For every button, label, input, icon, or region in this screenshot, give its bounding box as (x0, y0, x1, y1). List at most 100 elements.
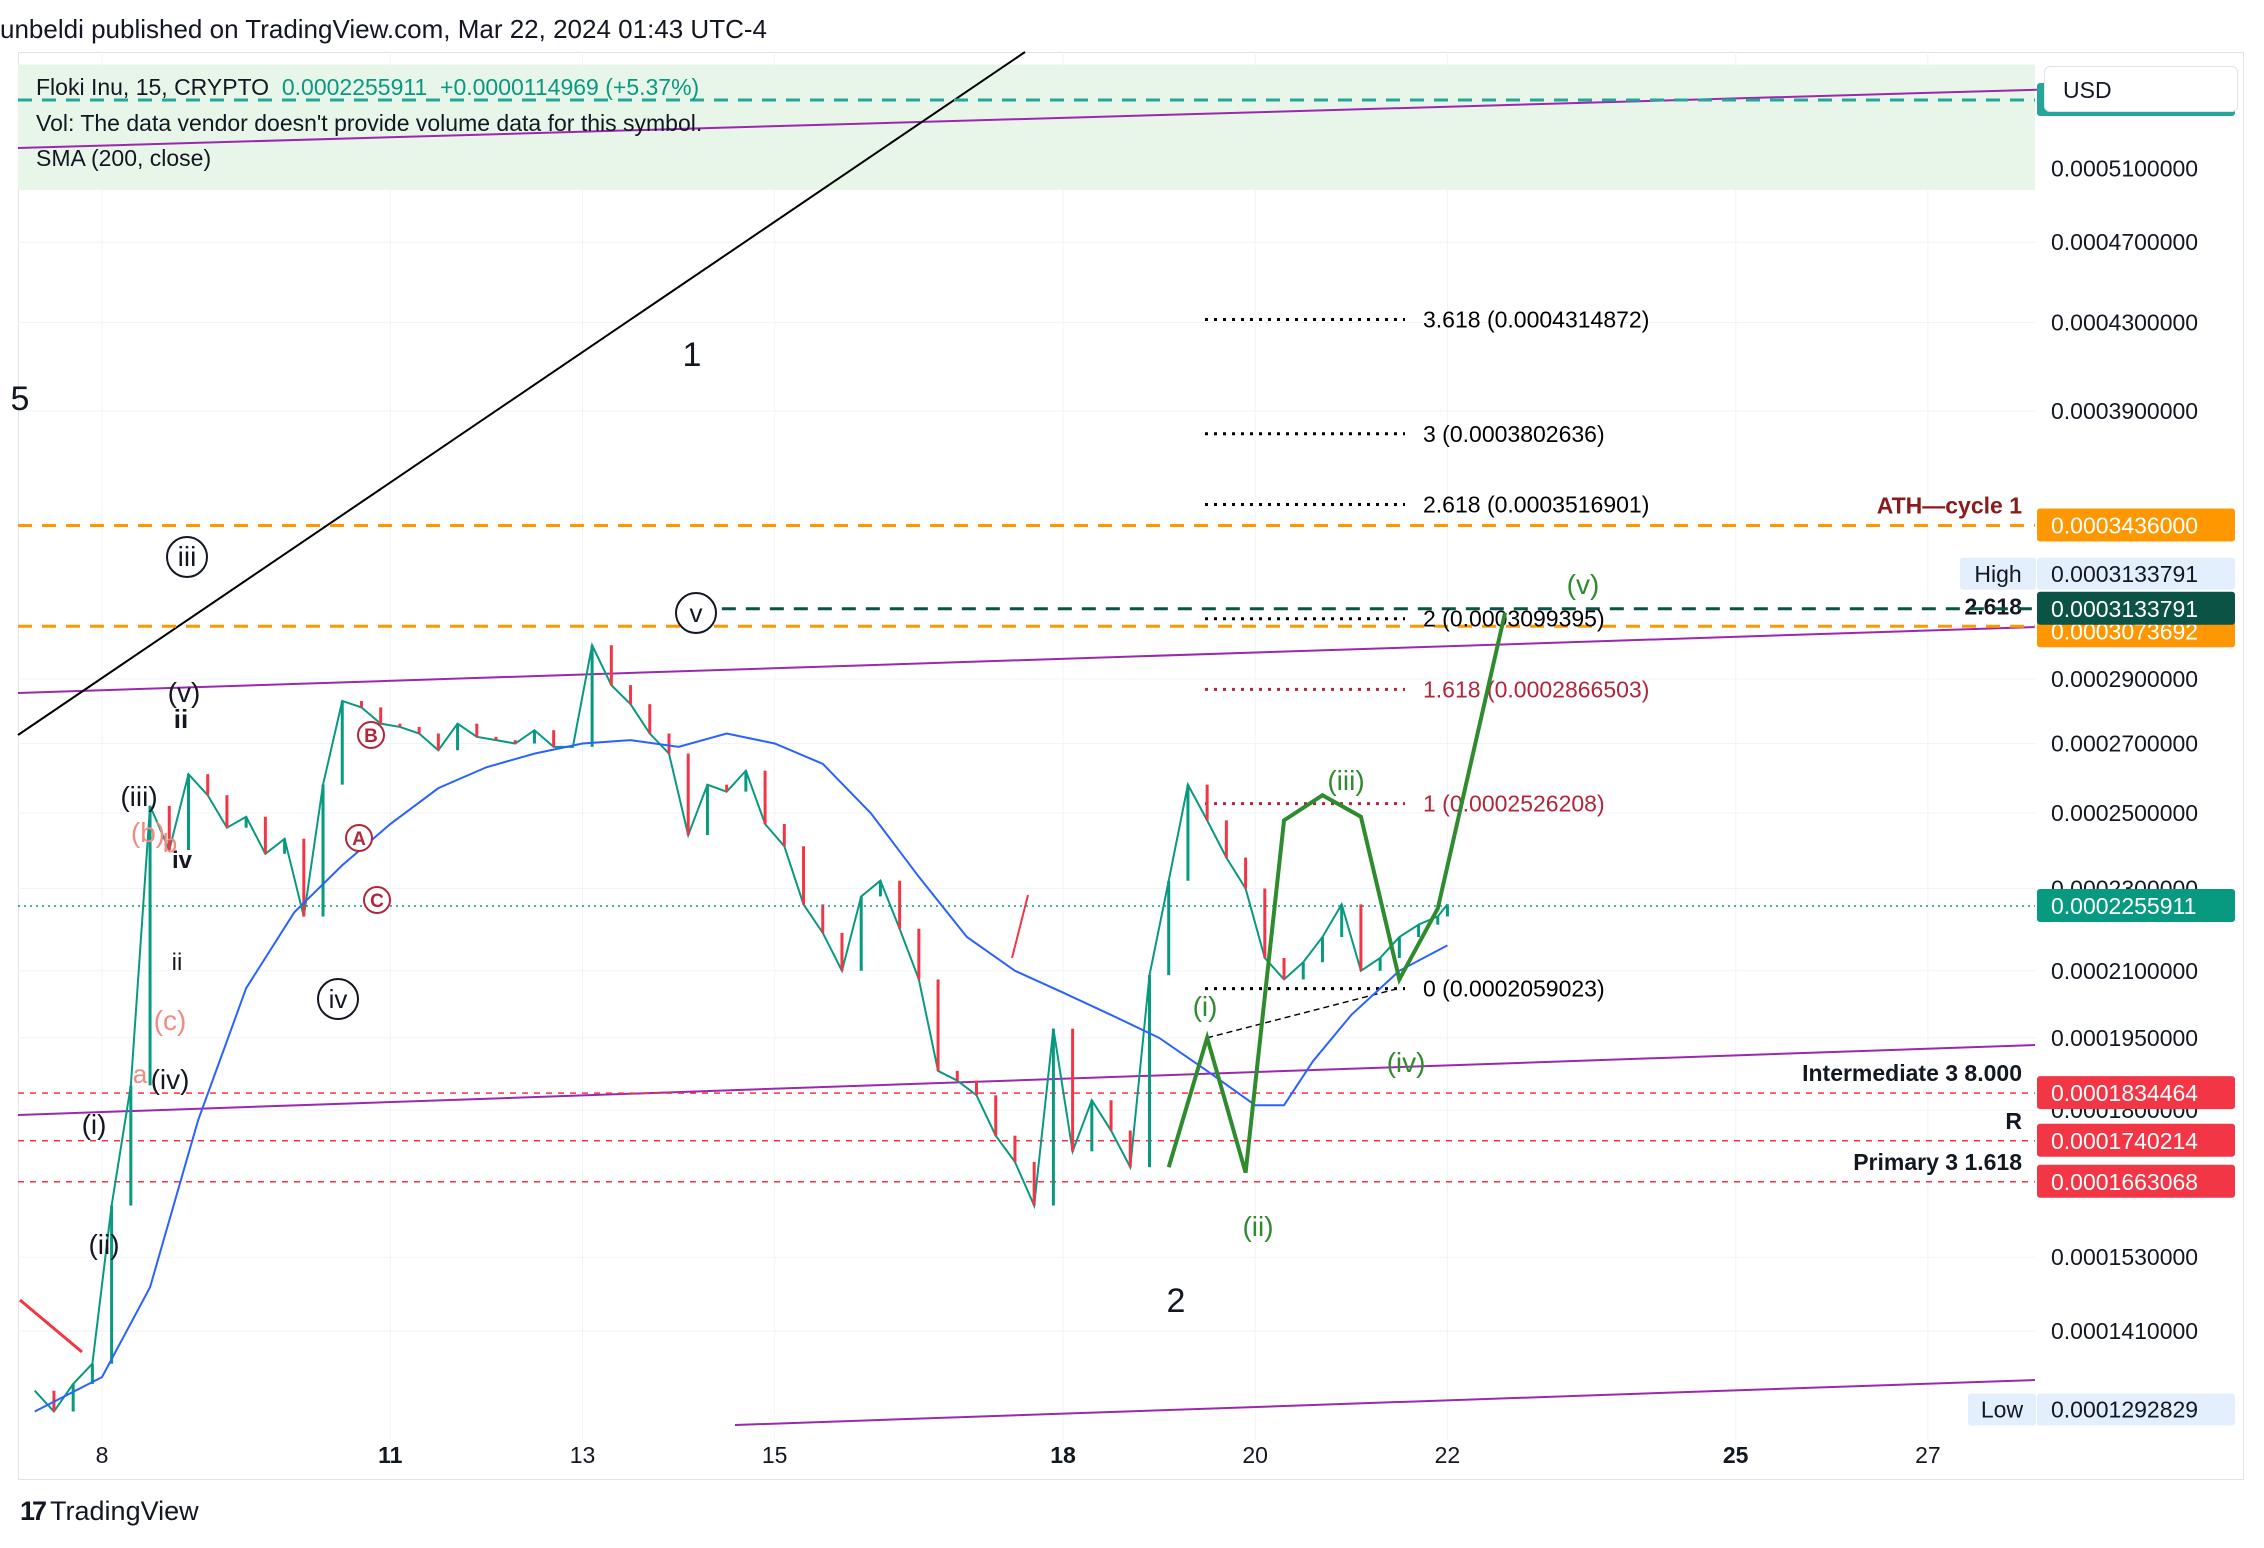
circled-abc-label: C (370, 891, 384, 912)
level-label: ATH—cycle 1 (1877, 493, 2023, 519)
price-line (33, 642, 1449, 1414)
y-tick-label: 0.0004300000 (2051, 310, 2198, 336)
y-tick-label: 0.0002900000 (2051, 666, 2198, 692)
publisher-header: unbeldi published on TradingView.com, Ma… (0, 14, 767, 44)
circled-wave-marker (317, 978, 359, 1020)
wave-label: 2 (1167, 1282, 1186, 1320)
series (18, 612, 2035, 1414)
wave-label: ii (172, 949, 183, 976)
price-tag (2037, 591, 2235, 625)
circled-wave-label: v (690, 598, 703, 628)
zones (18, 64, 2035, 190)
circled-wave-marker (675, 592, 717, 634)
high-tag-bg (1960, 557, 2036, 590)
channel-mid-line (17, 626, 2036, 694)
y-tick-label: 0.0001950000 (2051, 1025, 2198, 1051)
fib-label: 1.618 (0.0002866503) (1423, 676, 1649, 702)
low-value: 0.0001292829 (2051, 1397, 2198, 1423)
current-price-tag (2037, 889, 2235, 923)
fib-connector (1206, 987, 1400, 1039)
wave-label: 1 (683, 336, 702, 374)
wave-label: (iii) (120, 781, 157, 812)
channel-lower-line (17, 1044, 2036, 1116)
wave-label: (i) (82, 1109, 107, 1140)
wave-label: (ii) (88, 1229, 119, 1260)
wave-label: (iii) (1327, 765, 1364, 796)
x-tick-8: 8 (96, 1442, 109, 1468)
wave-label: (v) (1567, 569, 1600, 600)
price-tag-value: 0.0001663068 (2051, 1169, 2198, 1195)
wave-label: b (163, 828, 177, 858)
wave-label: (ii) (1242, 1211, 1273, 1242)
fib-label: 0 (0.0002059023) (1423, 976, 1605, 1002)
circled-abc-marker (345, 824, 373, 852)
chart-frame (18, 52, 2244, 1480)
fib-label: 3.618 (0.0004314872) (1423, 307, 1649, 333)
x-tick-20: 20 (1242, 1442, 1268, 1468)
price-tag-value: 0.0001834464 (2051, 1080, 2198, 1106)
x-tick-11: 11 (378, 1442, 403, 1468)
y-tick-label: 0.0004700000 (2051, 229, 2198, 255)
circled-abc-marker (363, 886, 391, 914)
channel-upper-line (17, 83, 2236, 149)
price-tag (2037, 508, 2235, 542)
wave-label: (b) (131, 817, 165, 848)
legend-sma[interactable]: SMA (200, close) (36, 145, 212, 171)
x-tick-13: 13 (570, 1442, 596, 1468)
red-trend-mark (1011, 894, 1029, 959)
level-label: R (2005, 1108, 2022, 1134)
y-tick-label: 0.0001410000 (2051, 1318, 2198, 1344)
currency-button[interactable]: USD (2044, 66, 2238, 112)
fib-label: 3 (0.0003802636) (1423, 421, 1605, 447)
x-tick-27: 27 (1915, 1442, 1941, 1468)
wave-label: iv (172, 847, 193, 874)
wave-label: (i) (1193, 991, 1218, 1022)
y-tick-label: 0.0003900000 (2051, 398, 2198, 424)
wave-label: (iv) (1387, 1047, 1426, 1078)
grid-lines (18, 52, 2035, 1440)
level-label: Primary 3 1.618 (1853, 1149, 2022, 1175)
circled-abc-label: B (364, 726, 378, 747)
price-tag (2037, 1123, 2235, 1157)
y-tick-label: 0.0005100000 (2051, 155, 2198, 181)
fib-levels: 3.618 (0.0004314872) 3 (0.0003802636) 2.61… (1205, 307, 1649, 1039)
price-tag (2037, 1076, 2235, 1110)
y-tick-label: 0.0002700000 (2051, 731, 2198, 757)
level-label: 2.618 (1964, 593, 2022, 619)
tradingview-logo[interactable]: 17 TradingView (20, 1496, 199, 1527)
trend-line-black (17, 51, 1026, 736)
channel-base-line (734, 1379, 2036, 1426)
fib-label: 2 (0.0003099395) (1423, 606, 1605, 632)
legend-price: 0.0002255911 (281, 74, 428, 100)
x-tick-18: 18 (1050, 1442, 1076, 1468)
circled-wave-label: iii (178, 541, 197, 572)
circled-wave-label: iv (329, 984, 348, 1014)
wave-labels: 12(v)ii(iii)ivii(iv)(i)(ii)(b)(c)ab(i)(i… (11, 336, 1600, 1320)
tradingview-mark-icon: 17 (20, 1496, 47, 1526)
sma-line (34, 732, 1448, 1413)
y-tick-label: 0.0002100000 (2051, 958, 2198, 984)
wave-label: ii (174, 704, 188, 734)
time-axis: 8 11 13 15 18 20 22 25 27 (96, 1442, 1941, 1468)
legend-change: +0.0000114969 (+5.37%) (440, 74, 700, 100)
wave-label: (c) (154, 1005, 187, 1036)
high-tag (2037, 557, 2235, 590)
x-tick-22: 22 (1435, 1442, 1461, 1468)
low-tag (2037, 1393, 2235, 1426)
low-label: Low (1981, 1397, 2024, 1423)
channel-lines (17, 51, 2236, 1426)
circled-abc-label: A (352, 829, 366, 850)
legend-symbol-row: Floki Inu, 15, CRYPTO 0.0002255911 +0.00… (36, 74, 699, 101)
target-zone (18, 64, 2035, 190)
wave-label: 5 (11, 380, 30, 418)
wave-path-line (1166, 612, 1508, 1174)
legend-volume: Vol: The data vendor doesn't provide vol… (36, 110, 703, 136)
price-tag-value: 0.0003133791 (2051, 596, 2198, 622)
tradingview-brand: TradingView (50, 1496, 199, 1526)
y-tick-label: 0.0001530000 (2051, 1244, 2198, 1270)
y-tick-label: 0.0002500000 (2051, 800, 2198, 826)
circled-wave-marker (166, 536, 208, 578)
x-tick-25: 25 (1723, 1442, 1749, 1468)
high-label: High (1974, 561, 2021, 587)
